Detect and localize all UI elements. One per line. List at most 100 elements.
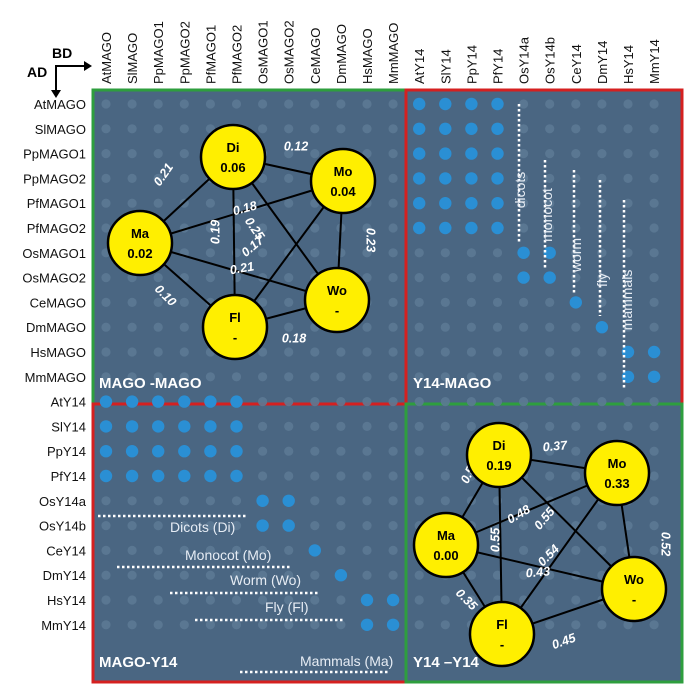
colony-spot: [545, 595, 555, 605]
colony-spot: [205, 545, 215, 556]
colony-spot: [179, 124, 189, 134]
species-node-wo: [303, 266, 371, 334]
colony-spot: [440, 248, 450, 258]
colony-spot: [519, 372, 529, 382]
colony-spot: [597, 521, 607, 531]
row-label: PfY14: [51, 469, 86, 484]
colony-spot: [336, 545, 346, 556]
colony-spot: [179, 620, 189, 630]
species-node-ma: [412, 511, 480, 579]
positive-colony: [439, 97, 452, 111]
row-label: AtY14: [51, 395, 86, 410]
colony-spot: [571, 223, 581, 233]
edge-weight-label: 0.55: [488, 527, 502, 552]
colony-spot: [310, 149, 320, 159]
column-header: PfMAGO2: [230, 25, 245, 84]
row-label: MmMAGO: [25, 370, 86, 385]
colony-spot: [205, 198, 215, 208]
column-header: OsMAGO2: [282, 20, 297, 84]
colony-spot: [362, 471, 372, 481]
positive-colony: [517, 271, 530, 284]
colony-spot: [284, 347, 294, 357]
colony-spot: [153, 347, 163, 357]
colony-spot: [101, 545, 111, 556]
colony-spot: [336, 446, 346, 456]
colony-spot: [179, 496, 189, 506]
row-label: PpMAGO2: [23, 171, 86, 186]
colony-spot: [179, 99, 189, 109]
colony-spot: [388, 297, 398, 307]
colony-spot: [258, 595, 268, 605]
colony-spot: [336, 620, 346, 630]
colony-spot: [388, 372, 398, 382]
colony-spot: [179, 322, 189, 332]
colony-spot: [571, 471, 581, 481]
colony-spot: [310, 570, 320, 580]
colony-spot: [310, 223, 320, 233]
colony-spot: [101, 620, 111, 630]
colony-spot: [336, 372, 346, 382]
colony-spot: [258, 421, 268, 431]
colony-spot: [545, 99, 555, 109]
colony-spot: [310, 397, 320, 407]
colony-spot: [310, 248, 320, 258]
colony-spot: [362, 223, 372, 233]
positive-colony: [465, 197, 478, 210]
colony-spot: [597, 198, 607, 208]
colony-spot: [466, 595, 476, 605]
colony-spot: [258, 397, 268, 407]
colony-spot: [597, 149, 607, 159]
colony-spot: [258, 99, 268, 109]
column-header: HsMAGO: [360, 28, 375, 84]
node-abbr-label: Mo: [334, 164, 353, 179]
axis-arrow-lines: [55, 65, 84, 90]
colony-spot: [623, 99, 633, 109]
colony-spot: [101, 124, 111, 134]
positive-colony: [152, 469, 165, 483]
colony-spot: [571, 545, 581, 556]
colony-spot: [597, 372, 607, 382]
colony-spot: [597, 248, 607, 258]
axis-indicator: BD AD: [27, 45, 92, 98]
species-node-ma: [106, 209, 174, 277]
colony-spot: [388, 124, 398, 134]
colony-spot: [179, 273, 189, 283]
colony-spot: [414, 372, 424, 382]
colony-spot: [310, 620, 320, 630]
node-abbr-label: Wo: [327, 283, 347, 298]
colony-spot: [179, 173, 189, 183]
colony-spot: [649, 297, 659, 307]
row-label: PpMAGO1: [23, 147, 86, 162]
colony-spot: [519, 397, 529, 407]
positive-colony: [230, 469, 243, 483]
bd-label: BD: [52, 45, 72, 61]
colony-spot: [284, 446, 294, 456]
colony-spot: [649, 545, 659, 556]
column-header: OsMAGO1: [256, 20, 271, 84]
colony-spot: [336, 421, 346, 431]
colony-spot: [649, 496, 659, 506]
colony-spot: [284, 545, 294, 556]
column-header: DmMAGO: [334, 24, 349, 84]
colony-spot: [519, 322, 529, 332]
column-header: HsY14: [621, 45, 636, 84]
colony-spot: [545, 570, 555, 580]
positive-colony: [360, 593, 374, 607]
colony-spot: [545, 545, 555, 556]
positive-colony: [465, 221, 478, 235]
colony-spot: [571, 446, 581, 456]
positive-colony: [360, 618, 374, 631]
bd-arrow-head: [84, 61, 92, 71]
colony-spot: [101, 570, 111, 580]
colony-spot: [310, 347, 320, 357]
colony-spot: [440, 471, 450, 481]
group-label-horizontal: Fly (Fl): [265, 599, 309, 615]
colony-spot: [127, 521, 137, 531]
colony-spot: [362, 421, 372, 431]
positive-colony: [125, 445, 139, 458]
colony-spot: [179, 570, 189, 580]
network-edge: [139, 242, 338, 301]
colony-spot: [205, 372, 215, 382]
quadrant-plate-3: [91, 402, 408, 684]
